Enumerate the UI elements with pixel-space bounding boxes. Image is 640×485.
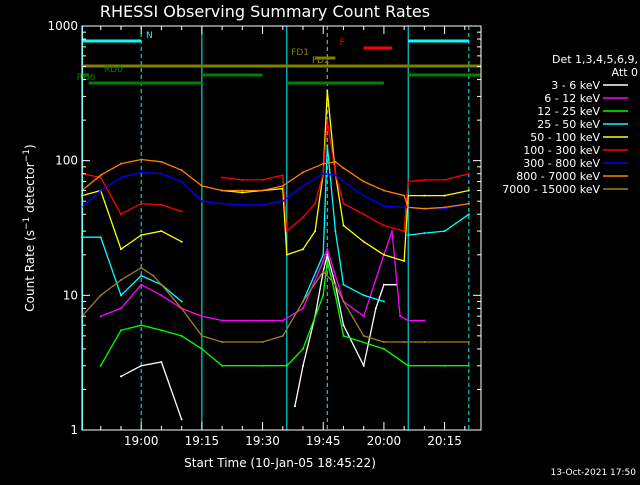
plot-frame (81, 25, 482, 431)
axes: 1 10 100 1000 19:00 19:15 19:30 19:45 20:00 20:15 (47, 19, 482, 448)
plot-area (81, 26, 470, 430)
x-tick-label: 20:00 (367, 434, 402, 448)
x-tick-label: 19:15 (185, 434, 220, 448)
x-axis-label: Start Time (10-Jan-05 18:45:22) (184, 456, 376, 470)
legend-entry: 25 - 50 keV (537, 118, 600, 131)
legend-entry: 300 - 800 keV (523, 157, 600, 170)
series-line (81, 267, 469, 343)
flag-label: FD1 (291, 48, 309, 58)
x-tick-label: 19:00 (124, 434, 159, 448)
series-line (222, 120, 470, 233)
series-line (120, 361, 183, 420)
y-axis-label: Count Rate (s−1 detector−1) (22, 144, 37, 311)
chart-title: RHESSI Observing Summary Count Rates (100, 2, 430, 21)
legend-entry: 800 - 7000 keV (516, 170, 600, 183)
series-line (222, 90, 470, 262)
flag-label: N (146, 31, 153, 41)
y-tick-label: 10 (63, 288, 78, 302)
legend-entry: 50 - 100 keV (530, 131, 600, 144)
legend-entry: 100 - 300 keV (523, 144, 600, 157)
series-line (81, 189, 182, 251)
series-line (82, 236, 183, 302)
y-tick-label: 1000 (47, 19, 78, 33)
series-line (81, 171, 470, 210)
legend-header: Att 0 (612, 66, 638, 79)
legend-entry: 12 - 25 keV (537, 105, 600, 118)
series-line (81, 173, 182, 216)
legend-entry: 6 - 12 keV (544, 92, 600, 105)
series-line (408, 213, 470, 236)
x-tick-label: 19:30 (245, 434, 280, 448)
legend-entry: 3 - 6 keV (551, 79, 600, 92)
flag-label: FD2 (312, 56, 330, 66)
footer-timestamp: 13-Oct-2021 17:50 (551, 468, 637, 478)
x-tick-label: 19:45 (306, 434, 341, 448)
y-tick-label: 1 (70, 423, 78, 437)
series-line (100, 260, 469, 367)
flag-label: F (340, 38, 345, 48)
flag-label: RD6 (77, 73, 96, 83)
series-line (302, 145, 385, 303)
series-line (81, 158, 470, 210)
legend-header: Det 1,3,4,5,6,9, (552, 53, 638, 66)
legend-entry: 7000 - 15000 keV (502, 183, 600, 196)
series-line (100, 230, 425, 322)
y-tick-label: 100 (55, 154, 78, 168)
x-tick-label: 20:15 (427, 434, 462, 448)
flag-label: RD0 (104, 65, 123, 75)
